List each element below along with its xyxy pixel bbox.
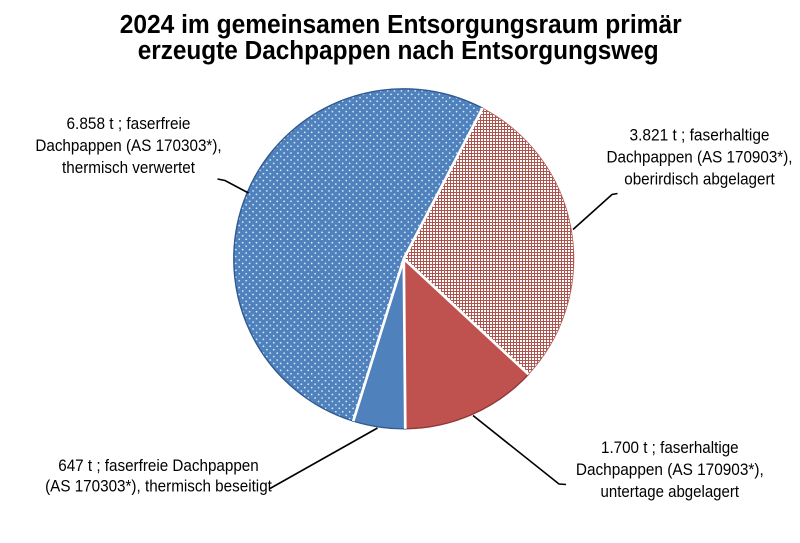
- svg-text:2024 im gemeinsamen Entsorgung: 2024 im gemeinsamen Entsorgungsraum prim…: [120, 9, 682, 39]
- svg-text:oberirdisch abgelagert: oberirdisch abgelagert: [624, 171, 775, 189]
- svg-text:647 t ; faserfreie Dachpappen: 647 t ; faserfreie Dachpappen: [58, 457, 259, 475]
- svg-text:(AS 170303*), thermisch beseit: (AS 170303*), thermisch beseitigt: [45, 478, 272, 496]
- svg-text:1.700 t ; faserhaltige: 1.700 t ; faserhaltige: [601, 439, 739, 457]
- svg-text:erzeugte Dachpappen nach Entso: erzeugte Dachpappen nach Entsorgungsweg: [138, 35, 659, 65]
- svg-text:Dachpappen (AS 170303*),: Dachpappen (AS 170303*),: [35, 137, 221, 155]
- svg-text:6.858 t ; faserfreie: 6.858 t ; faserfreie: [67, 115, 191, 133]
- svg-text:Dachpappen (AS 170903*),: Dachpappen (AS 170903*),: [607, 149, 793, 167]
- svg-text:thermisch verwertet: thermisch verwertet: [62, 159, 195, 177]
- svg-text:untertage abgelagert: untertage abgelagert: [601, 483, 740, 501]
- svg-text:3.821 t ; faserhaltige: 3.821 t ; faserhaltige: [630, 127, 770, 145]
- svg-text:Dachpappen (AS 170903*),: Dachpappen (AS 170903*),: [576, 461, 764, 479]
